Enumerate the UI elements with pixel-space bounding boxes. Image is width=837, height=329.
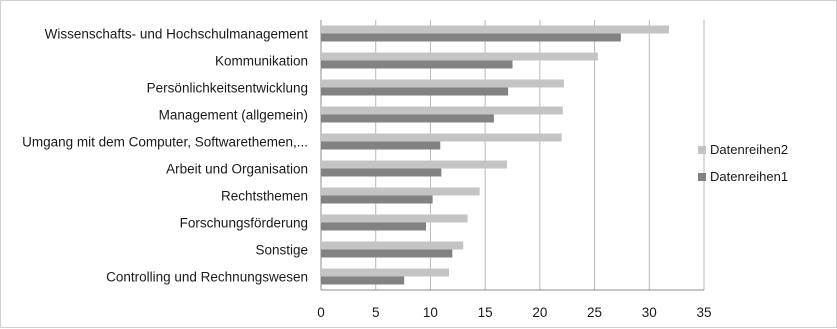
category-label: Arbeit und Organisation [166,162,308,177]
bar-datenreihen1-4 [321,141,441,150]
bar-datenreihen2-6 [321,187,480,196]
category-label: Persönlichkeitsentwicklung [147,81,308,96]
legend: Datenreihen2 Datenreihen1 [698,142,788,184]
x-tick-label: 5 [372,305,380,320]
bar-datenreihen2-8 [321,241,464,250]
legend-swatch-datenreihen1 [698,173,706,181]
category-label: Management (allgemein) [159,108,308,123]
x-tick-label: 25 [587,305,602,320]
x-tick-label: 15 [478,305,493,320]
bar-datenreihen1-9 [321,276,405,285]
category-label: Umgang mit dem Computer, Softwarethemen,… [22,135,308,150]
x-tick-label: 0 [317,305,325,320]
category-label: Wissenschafts- und Hochschulmanagement [45,27,309,42]
category-label: Rechtsthemen [221,189,308,204]
bar-datenreihen1-0 [321,33,621,42]
bar-datenreihen1-7 [321,222,427,231]
bar-datenreihen2-1 [321,52,598,61]
category-label: Forschungsförderung [180,216,308,231]
bar-datenreihen2-9 [321,268,450,277]
bar-datenreihen1-5 [321,168,442,177]
x-tick-label: 20 [532,305,547,320]
bar-datenreihen1-8 [321,249,453,258]
bar-datenreihen1-3 [321,114,494,123]
bar-datenreihen2-3 [321,106,563,115]
x-axis: 0 5 10 15 20 25 30 35 [317,305,711,320]
category-label: Kommunikation [215,54,308,69]
legend-label-datenreihen2: Datenreihen2 [710,142,788,157]
bar-datenreihen1-6 [321,195,433,204]
bar-datenreihen2-5 [321,160,508,169]
category-labels: Wissenschafts- und Hochschulmanagement Ko… [22,27,308,285]
x-tick-label: 35 [696,305,711,320]
bar-datenreihen1-2 [321,87,509,96]
bar-datenreihen2-0 [321,25,669,34]
x-tick-label: 10 [423,305,438,320]
legend-swatch-datenreihen2 [698,146,706,154]
category-label: Controlling und Rechnungswesen [106,270,308,285]
bar-datenreihen1-1 [321,60,513,69]
category-label: Sonstige [255,243,308,258]
x-tick-label: 30 [642,305,657,320]
bars [321,25,669,285]
legend-label-datenreihen1: Datenreihen1 [710,169,788,184]
bar-datenreihen2-4 [321,133,562,142]
bar-datenreihen2-2 [321,79,564,88]
bar-datenreihen2-7 [321,214,468,223]
